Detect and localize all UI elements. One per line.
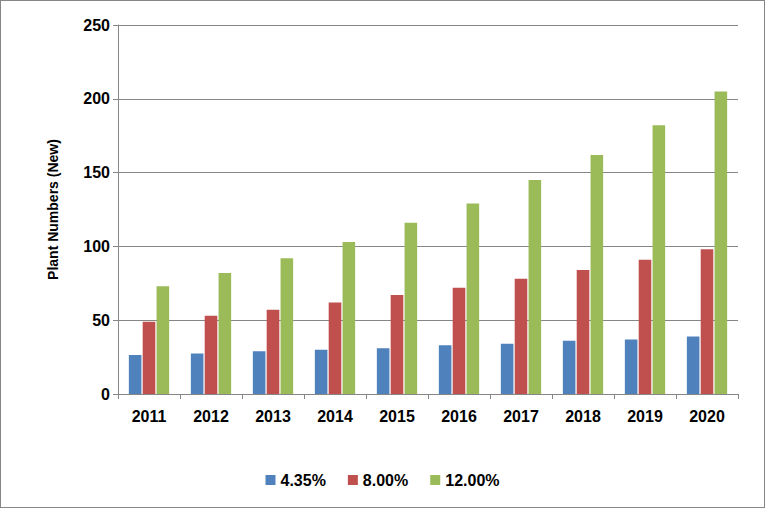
svg-text:2018: 2018 — [565, 408, 601, 425]
svg-text:2020: 2020 — [689, 408, 725, 425]
svg-text:250: 250 — [83, 17, 110, 34]
svg-text:8.00%: 8.00% — [363, 472, 408, 489]
svg-text:2015: 2015 — [379, 408, 415, 425]
svg-text:0: 0 — [101, 386, 110, 403]
svg-text:2017: 2017 — [503, 408, 539, 425]
svg-text:Plant Numbers (New): Plant Numbers (New) — [45, 139, 61, 280]
svg-text:2011: 2011 — [132, 408, 167, 425]
svg-text:4.35%: 4.35% — [281, 472, 326, 489]
svg-text:2016: 2016 — [441, 408, 477, 425]
svg-text:100: 100 — [83, 238, 110, 255]
svg-text:2019: 2019 — [627, 408, 663, 425]
svg-text:12.00%: 12.00% — [445, 472, 499, 489]
svg-text:2012: 2012 — [193, 408, 229, 425]
svg-text:2013: 2013 — [255, 408, 291, 425]
svg-text:2014: 2014 — [317, 408, 353, 425]
svg-text:50: 50 — [92, 312, 110, 329]
svg-text:200: 200 — [83, 90, 110, 107]
svg-text:150: 150 — [83, 164, 110, 181]
